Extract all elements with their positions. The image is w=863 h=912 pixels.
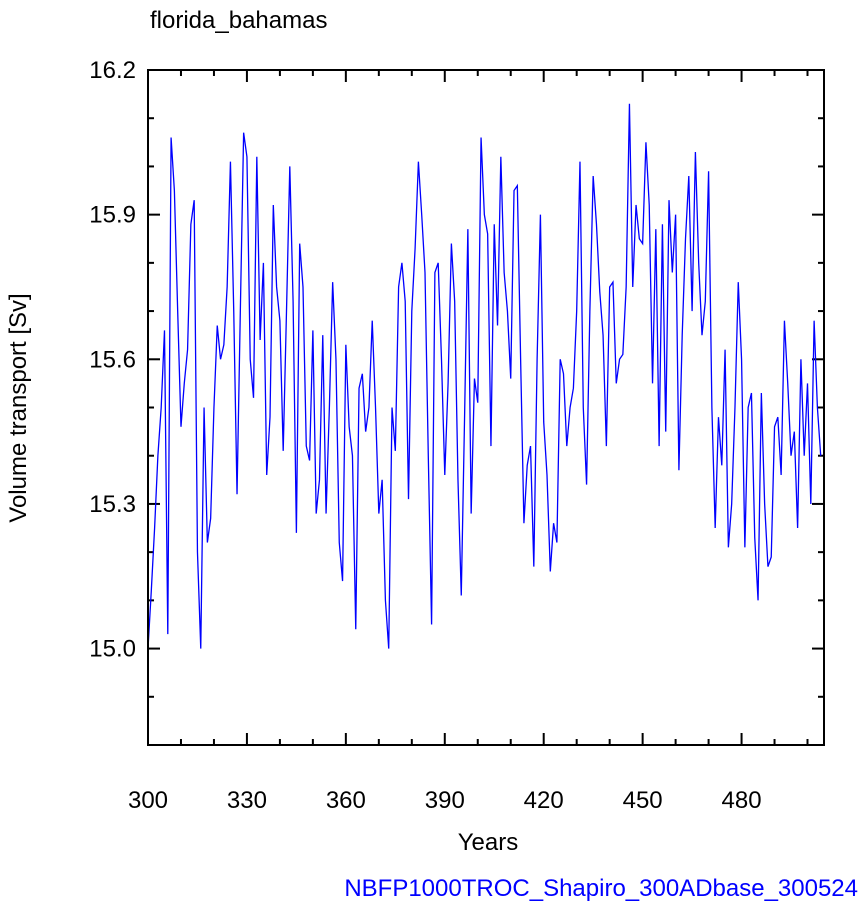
x-tick-label: 420 (524, 787, 564, 814)
x-tick-label: 480 (722, 787, 762, 814)
x-tick-label: 360 (326, 787, 366, 814)
x-tick-label: 330 (227, 787, 267, 814)
y-tick-label: 15.6 (89, 346, 136, 373)
chart-title: florida_bahamas (150, 7, 327, 34)
y-tick-label: 15.3 (89, 491, 136, 518)
data-line (147, 103, 822, 649)
x-tick-label: 300 (128, 787, 168, 814)
y-axis-label: Volume transport [Sv] (5, 293, 32, 522)
chart-subtitle: NBFP1000TROC_Shapiro_300ADbase_300524 (344, 875, 858, 902)
y-tick-label: 16.2 (89, 57, 136, 84)
y-tick-label: 15.9 (89, 202, 136, 229)
x-axis-label: Years (458, 829, 519, 856)
x-tick-label: 390 (425, 787, 465, 814)
plot-frame (147, 69, 825, 746)
x-tick-label: 450 (623, 787, 663, 814)
y-tick-label: 15.0 (89, 636, 136, 663)
